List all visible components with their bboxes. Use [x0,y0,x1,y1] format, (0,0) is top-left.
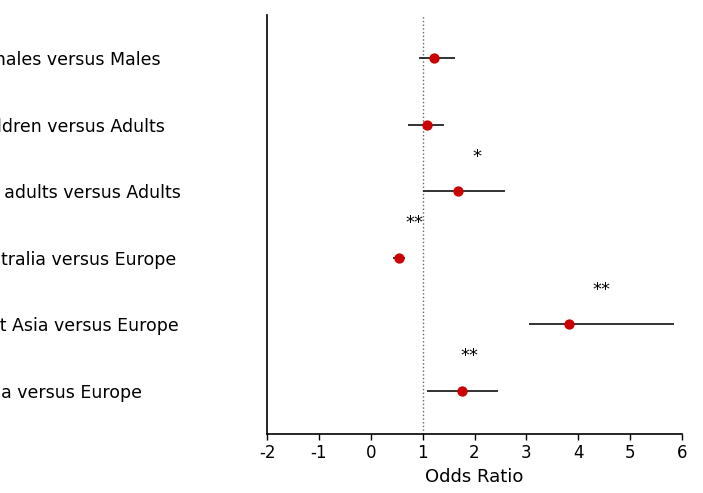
Point [456,387,467,394]
Point [563,320,574,328]
X-axis label: Odds Ratio: Odds Ratio [425,468,524,486]
Point [421,121,432,129]
Point [428,54,439,62]
Text: **: ** [460,348,478,365]
Text: **: ** [406,214,424,232]
Text: **: ** [593,281,610,299]
Point [452,187,463,195]
Text: *: * [472,148,482,166]
Point [394,253,405,261]
